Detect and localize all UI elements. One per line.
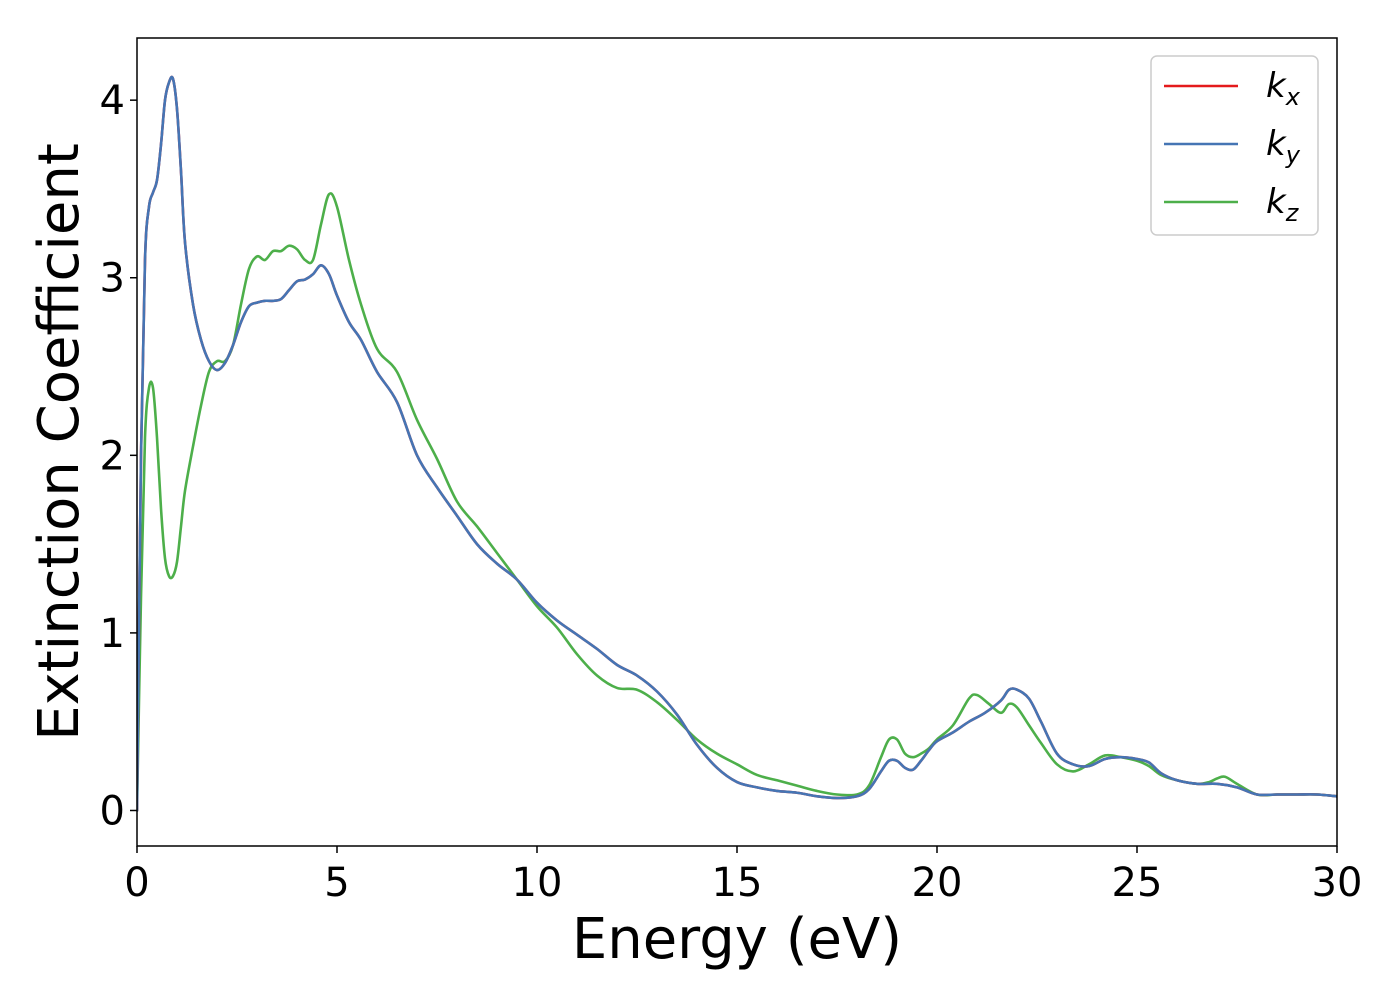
y-tick-label: 1 (100, 611, 125, 657)
x-tick-label: 5 (324, 860, 349, 906)
y-tick-label: 2 (100, 433, 125, 479)
series-line-z (137, 192, 1337, 812)
y-tick-label: 3 (100, 256, 125, 302)
legend-label-y: ky (1266, 124, 1301, 169)
y-tick-label: 4 (100, 78, 125, 124)
x-tick-label: 15 (712, 860, 763, 906)
x-tick-label: 20 (912, 860, 963, 906)
x-tick-label: 25 (1112, 860, 1163, 906)
x-tick-label: 0 (124, 860, 149, 906)
legend: kx ky kz (1150, 55, 1319, 236)
x-tick-label: 10 (512, 860, 563, 906)
x-tick-label: 30 (1312, 860, 1363, 906)
y-tick-label: 0 (100, 788, 125, 834)
legend-label-z: kz (1266, 182, 1300, 227)
y-axis-title: Extinction Coefficient (27, 143, 92, 741)
y-axis: 0 1 2 3 4 (100, 78, 137, 834)
series-lines (137, 75, 1337, 812)
legend-box (1150, 55, 1319, 236)
x-axis-title: Energy (eV) (572, 907, 902, 972)
legend-label-x: kx (1266, 66, 1301, 111)
series-line-y (137, 75, 1337, 812)
x-axis: 0 5 10 15 20 25 30 (124, 846, 1362, 906)
